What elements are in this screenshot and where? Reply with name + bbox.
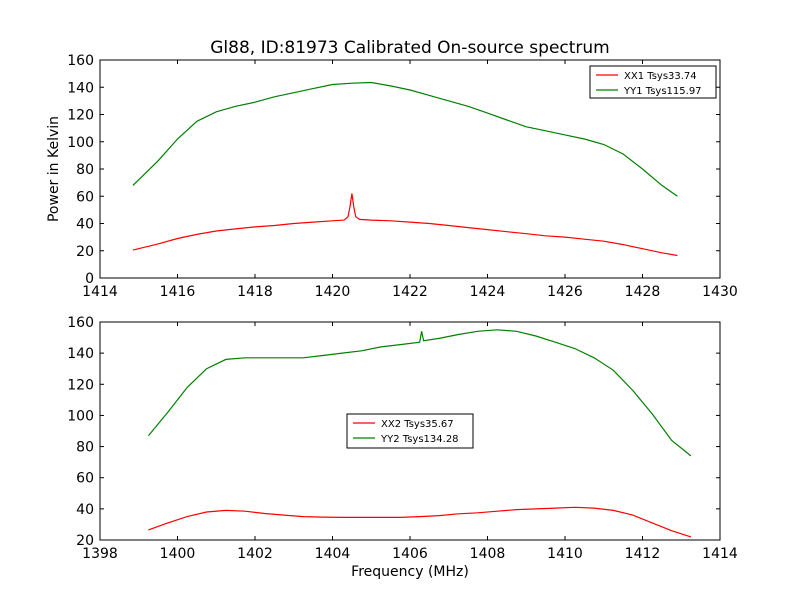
bottom-y-tick-label: 80 [76, 440, 94, 456]
bottom-y-tick-label: 140 [67, 346, 94, 362]
bottom-x-tick-label: 1408 [470, 546, 506, 562]
top-x-tick-label: 1418 [237, 284, 273, 300]
bottom-x-tick-label: 1402 [237, 546, 273, 562]
top-x-tick-label: 1426 [547, 284, 583, 300]
top-x-tick-label: 1416 [160, 284, 196, 300]
top-y-tick-label: 20 [76, 244, 94, 260]
bottom-x-axis-label: Frequency (MHz) [351, 564, 469, 580]
bottom-y-tick-label: 160 [67, 315, 94, 331]
bottom-x-tick-label: 1412 [625, 546, 661, 562]
bottom-legend-label: XX2 Tsys35.67 [381, 419, 454, 430]
bottom-y-tick-label: 20 [76, 533, 94, 549]
top-y-tick-label: 80 [76, 162, 94, 178]
top-x-tick-label: 1430 [702, 284, 738, 300]
bottom-y-tick-label: 40 [76, 502, 94, 518]
bottom-y-tick-label: 100 [67, 408, 94, 424]
top-x-tick-label: 1428 [625, 284, 661, 300]
bottom-plot: 1398 1400 1402 1404 1406 1408 1410 1412 1414 20 40… [67, 315, 738, 562]
bottom-x-tick-label: 1406 [392, 546, 428, 562]
bottom-legend-box [346, 413, 474, 449]
top-legend-label: XX1 Tsys33.74 [624, 71, 697, 82]
top-x-tick-label: 1424 [470, 284, 506, 300]
top-y-tick-label: 100 [67, 135, 94, 151]
bottom-series-2-line [147, 329, 692, 457]
top-chart-title: Gl88, ID:81973 Calibrated On-source spec… [210, 38, 610, 58]
top-y-tick-label: 40 [76, 217, 94, 233]
bottom-series-1-line [148, 506, 692, 538]
top-legend-box [589, 65, 717, 99]
top-legend: XX1 Tsys33.74 YY1 Tsys115.97 [589, 65, 717, 99]
top-x-tick-label: 1422 [392, 284, 428, 300]
bottom-x-tick-label: 1404 [315, 546, 351, 562]
top-y-tick-label: 120 [67, 108, 94, 124]
top-plot: 1414 1416 1418 1420 1422 1424 1426 1428 1430 0 20 4… [67, 53, 738, 300]
top-series-2-line [132, 81, 678, 197]
bottom-legend: XX2 Tsys35.67 YY2 Tsys134.28 [346, 413, 474, 449]
top-x-tick-label: 1420 [315, 284, 351, 300]
bottom-x-tick-label: 1410 [547, 546, 583, 562]
top-y-axis-label: Power in Kelvin [46, 116, 62, 222]
top-y-tick-label: 0 [85, 271, 94, 287]
top-legend-label: YY1 Tsys115.97 [623, 86, 702, 97]
bottom-legend-label: YY2 Tsys134.28 [380, 434, 459, 445]
bottom-x-tick-label: 1400 [160, 546, 196, 562]
bottom-y-tick-label: 60 [76, 471, 94, 487]
bottom-x-tick-label: 1398 [82, 546, 118, 562]
bottom-x-tick-label: 1414 [702, 546, 738, 562]
top-y-tick-label: 140 [67, 80, 94, 96]
top-y-tick-label: 60 [76, 189, 94, 205]
top-y-tick-label: 160 [67, 53, 94, 69]
top-series-1-line [132, 193, 678, 257]
bottom-y-tick-label: 120 [67, 377, 94, 393]
top-x-tick-label: 1414 [82, 284, 118, 300]
